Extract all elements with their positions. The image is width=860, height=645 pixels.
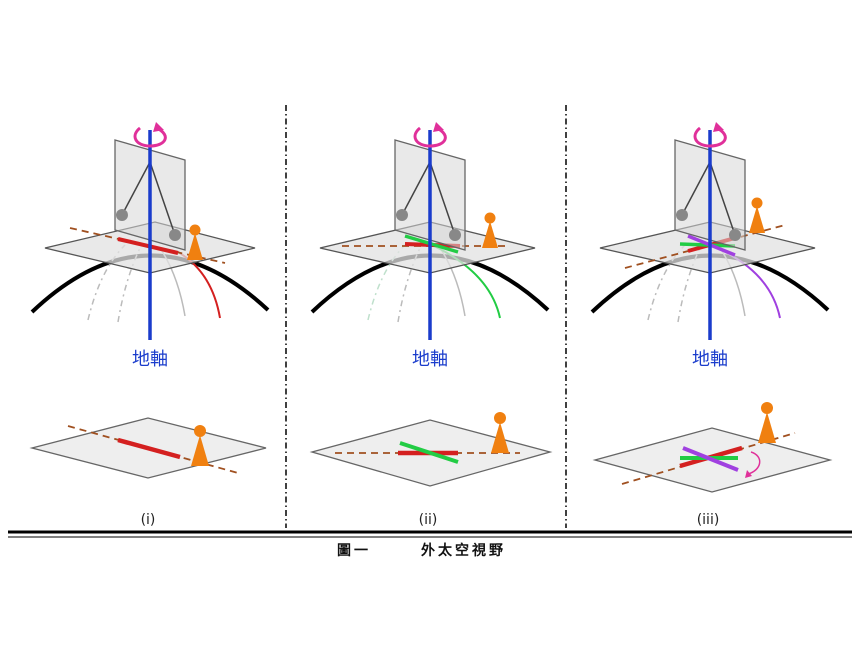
- pendulum-bob: [169, 229, 181, 241]
- red-segment: [117, 437, 181, 460]
- pendulum-string: [429, 161, 456, 236]
- panel-label: (iii): [697, 512, 720, 528]
- horizon-plane: [319, 221, 536, 274]
- purple-segment: [682, 446, 739, 472]
- rotation-arrow-icon: [133, 122, 167, 148]
- figure-caption: 外太空視野: [421, 542, 506, 559]
- pendulum-bob: [396, 209, 408, 221]
- observer-icon: [491, 412, 509, 453]
- panel-i: 地軸 (i): [29, 122, 270, 528]
- pendulum-bob: [729, 229, 741, 241]
- rotation-arrow-icon: [693, 122, 727, 148]
- figure-number: 圖一: [337, 542, 371, 559]
- panel-label: (i): [141, 512, 156, 528]
- pendulum-bob: [116, 209, 128, 221]
- pendulum-string: [149, 161, 176, 236]
- axis-label: 地軸: [132, 349, 168, 370]
- pendulum-string: [681, 161, 711, 216]
- pendulum-bob: [449, 229, 461, 241]
- pendulum-string: [121, 161, 151, 216]
- observer-icon: [758, 402, 776, 443]
- observer-icon: [482, 212, 498, 248]
- pendulum-string: [709, 161, 736, 236]
- axis-label: 地軸: [412, 349, 448, 370]
- pendulum-string: [401, 161, 431, 216]
- panel-iii: 地軸 (iii): [590, 122, 833, 528]
- observer-icon: [187, 224, 203, 260]
- axis-label: 地軸: [692, 349, 728, 370]
- observer-icon: [749, 197, 765, 233]
- green-segment: [399, 441, 459, 464]
- rotation-arrow-icon: [745, 451, 761, 478]
- observer-icon: [191, 425, 209, 466]
- rotation-arrow-icon: [413, 122, 447, 148]
- pendulum-bob: [676, 209, 688, 221]
- panel-ii: 地軸 (ii): [309, 122, 553, 528]
- panel-label: (ii): [419, 512, 438, 528]
- red-segment: [117, 237, 179, 255]
